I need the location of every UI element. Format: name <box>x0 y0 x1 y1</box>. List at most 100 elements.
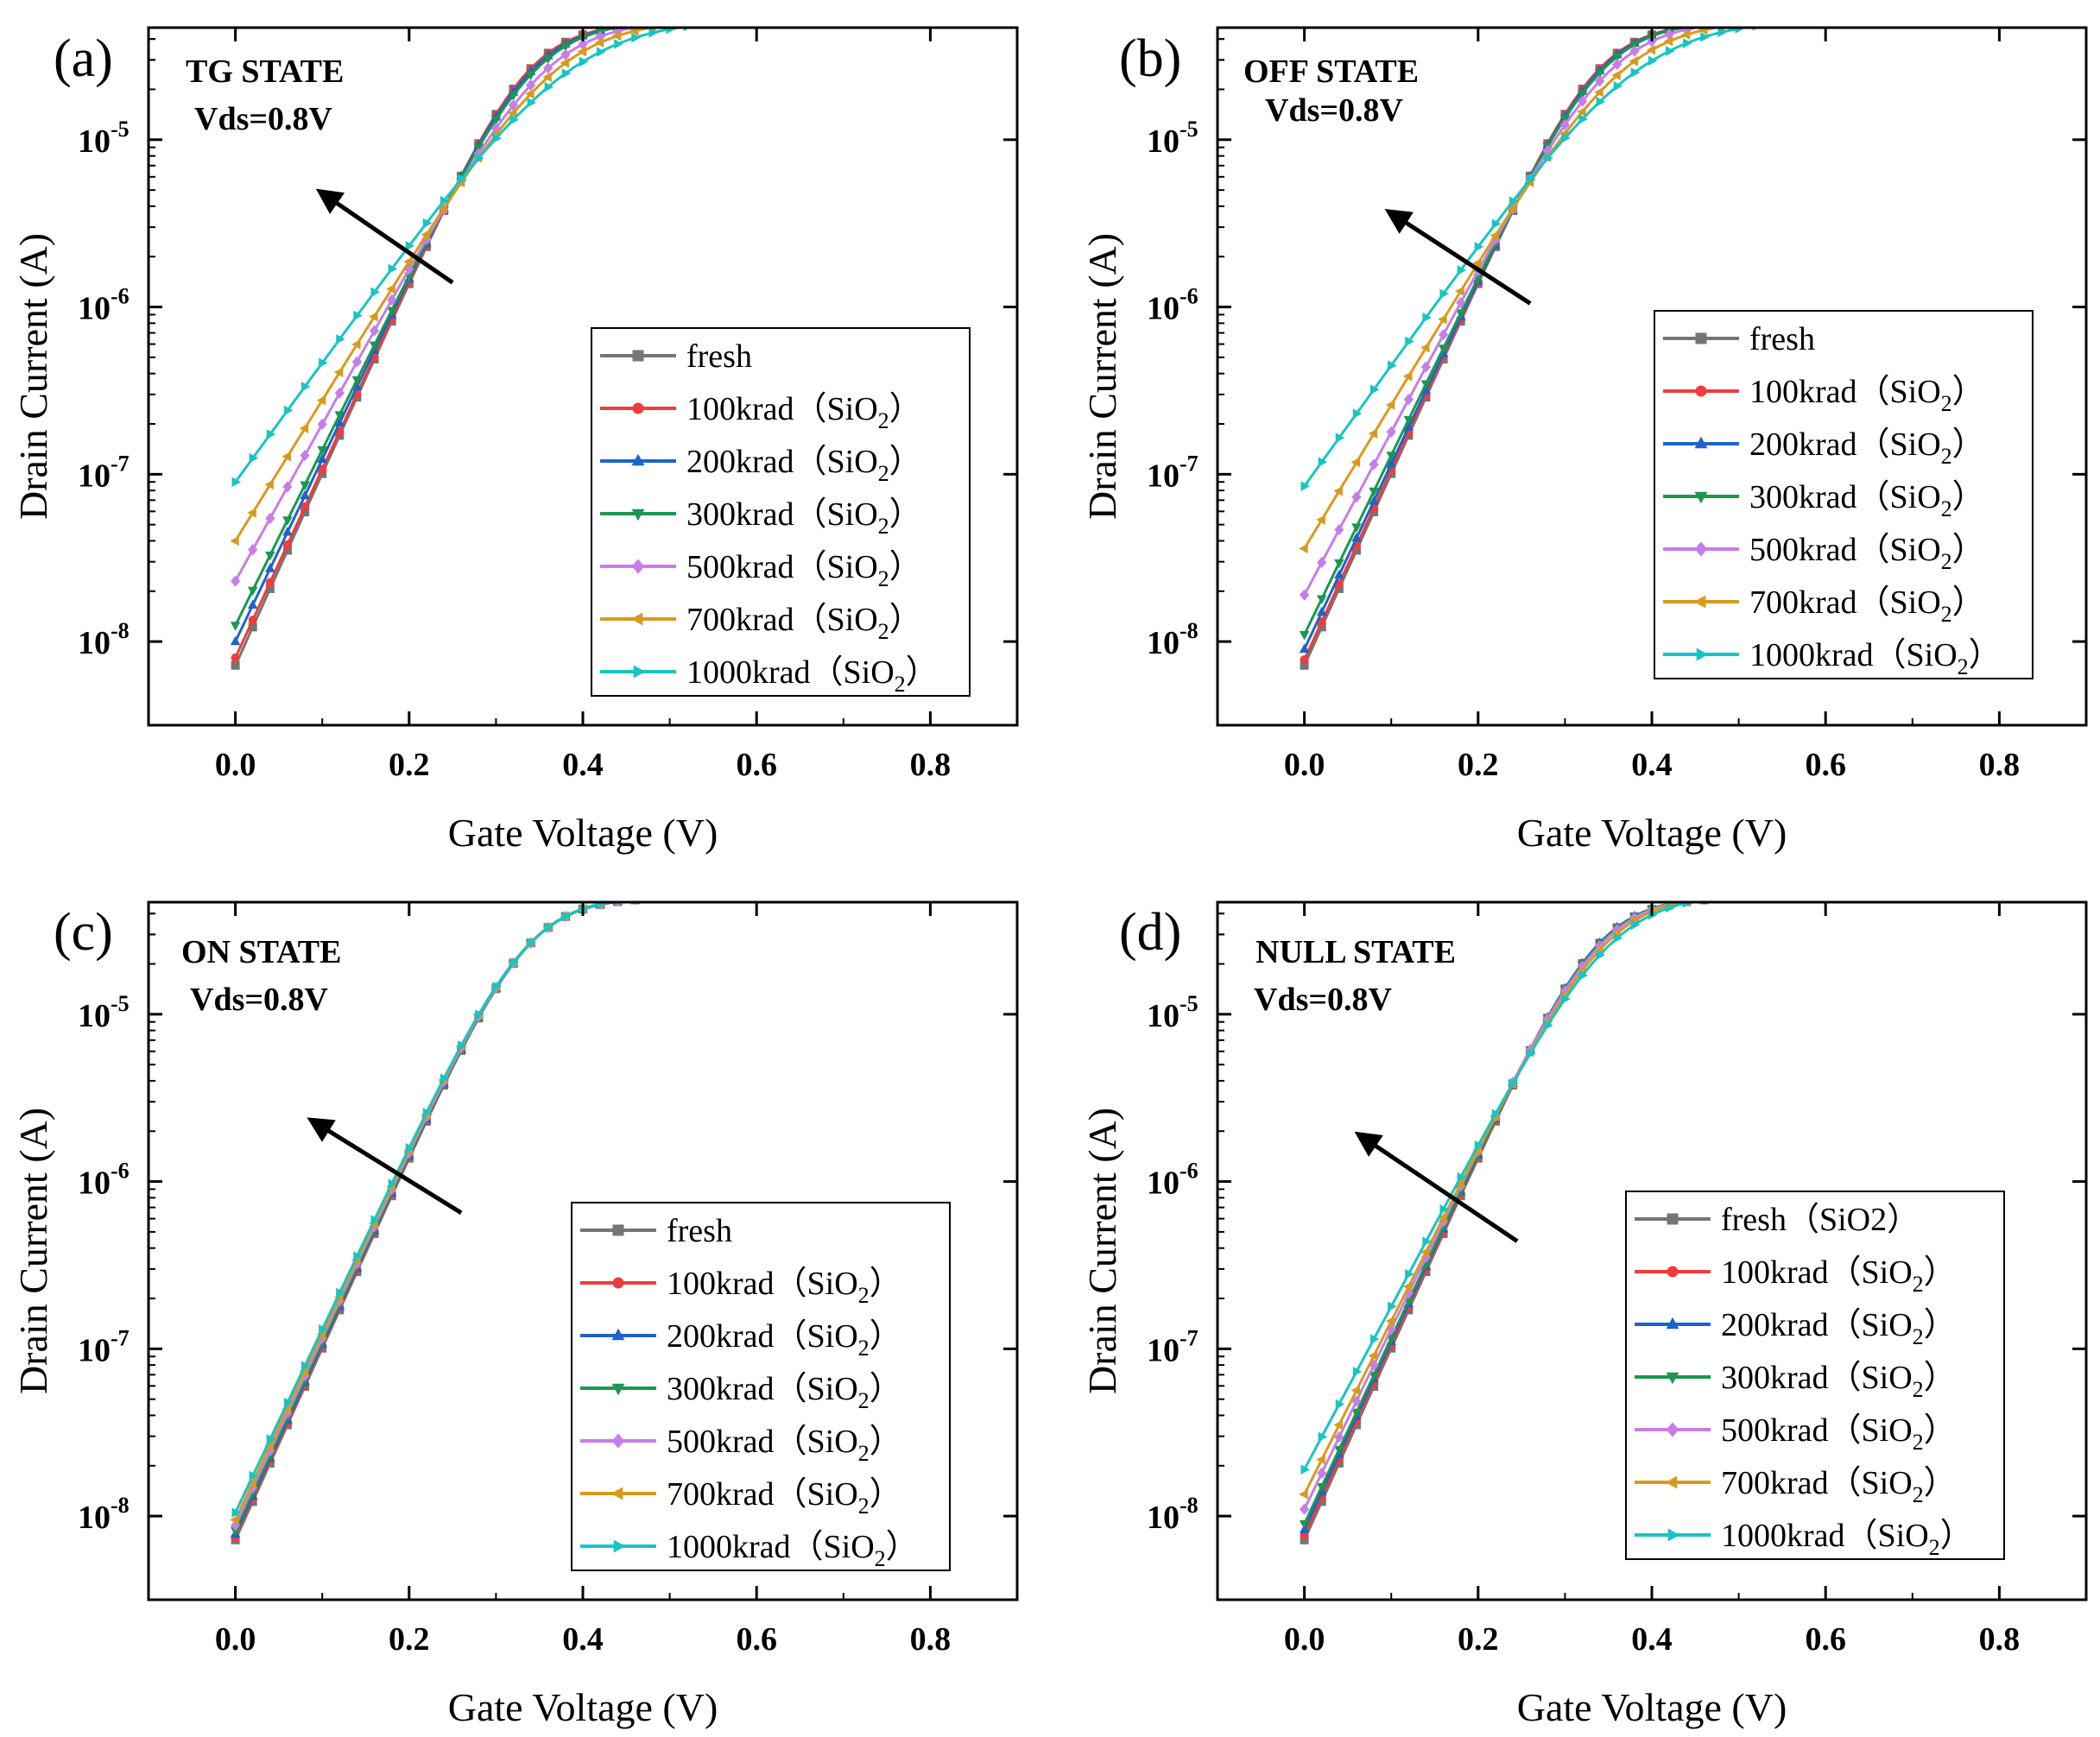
data-point <box>1856 19 1864 27</box>
data-point <box>805 17 813 25</box>
data-point <box>231 653 240 662</box>
data-point <box>1856 891 1864 899</box>
data-point <box>787 15 795 25</box>
data-point <box>369 341 380 351</box>
data-point <box>282 526 293 536</box>
data-point <box>594 37 604 48</box>
legend-label: 700krad（SiO2） <box>1721 1465 1957 1507</box>
data-point <box>1804 16 1812 25</box>
data-point <box>1874 889 1882 900</box>
data-point <box>1874 19 1882 27</box>
data-point <box>1700 32 1710 42</box>
legend-label: fresh <box>667 1213 732 1249</box>
data-point <box>1874 17 1882 25</box>
data-point <box>891 894 900 901</box>
data-point <box>840 891 848 900</box>
data-point <box>230 575 241 587</box>
data-point <box>683 19 691 27</box>
data-point <box>475 1009 484 1020</box>
data-point <box>317 453 327 464</box>
data-point <box>334 411 345 420</box>
data-point <box>718 894 725 901</box>
data-point <box>682 19 690 28</box>
data-point <box>1335 433 1345 443</box>
legend-marker <box>632 402 644 414</box>
data-point <box>249 452 259 464</box>
data-point <box>753 19 761 27</box>
data-point <box>1752 894 1760 901</box>
data-point <box>577 46 587 57</box>
data-point <box>752 891 761 901</box>
data-point <box>1559 119 1571 131</box>
legend-marker <box>1696 647 1709 661</box>
data-point <box>231 660 240 670</box>
data-point <box>1721 902 1722 903</box>
data-point <box>543 62 553 74</box>
x-axis-title: Gate Voltage (V) <box>1517 1685 1787 1729</box>
data-point <box>1909 889 1917 898</box>
data-point <box>718 19 725 27</box>
data-point <box>230 1514 239 1525</box>
data-point <box>752 16 761 24</box>
x-axis-title: Gate Voltage (V) <box>448 1685 718 1729</box>
data-point <box>438 203 448 213</box>
data-point <box>422 1108 433 1118</box>
data-point <box>1856 16 1863 24</box>
data-point <box>283 1397 294 1408</box>
data-point <box>1559 114 1571 124</box>
data-point <box>1613 932 1623 944</box>
data-point <box>857 18 864 26</box>
data-point <box>1787 18 1795 26</box>
data-point <box>230 535 239 546</box>
legend: fresh（SiO2） 100krad（SiO2） 200krad（SiO2） 300… <box>1625 1191 2005 1560</box>
data-point <box>1908 892 1917 900</box>
data-point <box>508 108 517 118</box>
legend-label: 500krad（SiO2） <box>1721 1412 1957 1455</box>
data-point <box>1926 889 1933 898</box>
data-point <box>386 306 397 316</box>
data-point <box>1962 15 1970 23</box>
data-point <box>1891 18 1899 26</box>
data-point <box>1333 1419 1343 1431</box>
chart-panel-a: 0.0 0.2 0.4 0.6 0.8 10-8 10-7 10-6 10-5 Gate Volt… <box>11 15 1019 855</box>
data-point <box>1420 1247 1430 1258</box>
data-point <box>926 894 934 901</box>
data-point <box>1943 889 1951 900</box>
data-point <box>333 367 344 378</box>
data-point <box>753 894 761 901</box>
data-point <box>1856 17 1864 25</box>
legend-label: 100krad（SiO2） <box>1749 374 1985 416</box>
data-point <box>300 1361 311 1371</box>
data-point <box>1787 893 1795 900</box>
data-point <box>805 892 813 900</box>
data-point <box>1316 1482 1327 1493</box>
data-point <box>1316 515 1325 525</box>
data-point <box>597 47 606 57</box>
data-point <box>874 17 882 25</box>
data-point <box>770 18 778 26</box>
legend-label: 300krad（SiO2） <box>667 1371 902 1413</box>
data-point <box>1334 1445 1344 1456</box>
data-point <box>1351 1408 1362 1418</box>
data-point <box>542 72 552 83</box>
data-point <box>1907 889 1915 898</box>
trend-arrow <box>1384 208 1532 306</box>
condition-label: Vds=0.8V <box>194 101 333 137</box>
data-point <box>788 16 796 24</box>
y-tick-label: 10-6 <box>78 284 130 327</box>
data-point <box>369 311 378 322</box>
data-point <box>1578 114 1588 124</box>
data-point <box>857 15 864 23</box>
data-point <box>909 894 917 901</box>
data-point <box>682 893 690 901</box>
data-point <box>1507 203 1517 214</box>
data-point <box>926 17 934 25</box>
legend-marker <box>1665 1475 1678 1489</box>
data-point <box>1960 892 1969 900</box>
data-point <box>1787 18 1794 26</box>
data-point <box>874 15 882 25</box>
data-point <box>908 891 917 901</box>
condition-label: Vds=0.8V <box>1254 982 1393 1018</box>
data-point <box>857 894 864 901</box>
legend-marker <box>611 1433 625 1449</box>
